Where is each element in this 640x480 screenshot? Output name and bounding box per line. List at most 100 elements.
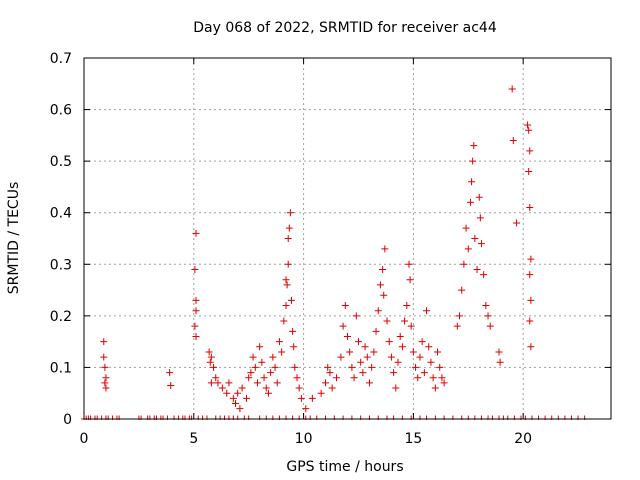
data-point (166, 369, 174, 377)
data-point (264, 389, 272, 397)
data-point (509, 137, 517, 145)
data-point (269, 353, 277, 361)
data-point (339, 322, 347, 330)
data-point (414, 374, 422, 382)
data-point (253, 379, 261, 387)
data-point (383, 317, 391, 325)
y-tick-label: 0.1 (50, 360, 72, 376)
x-tick-label: 10 (295, 431, 313, 447)
data-point (245, 374, 253, 382)
y-tick-labels: 0 0.1 0.2 0.3 0.4 0.5 0.6 0.7 (50, 51, 72, 428)
data-point (374, 307, 382, 315)
data-point (282, 276, 290, 284)
data-point (256, 343, 264, 351)
data-point (225, 379, 233, 387)
axis-ticks (83, 57, 611, 420)
data-point (260, 374, 268, 382)
data-point (434, 348, 442, 356)
data-point (167, 381, 175, 389)
data-point (401, 317, 409, 325)
x-tick-labels: 0 5 10 15 20 (80, 431, 533, 447)
data-point (297, 394, 305, 402)
data-point (346, 348, 354, 356)
data-point (436, 363, 444, 371)
data-point (429, 374, 437, 382)
data-point (238, 384, 246, 392)
data-point (191, 265, 199, 273)
data-point (387, 353, 395, 361)
data-point (513, 219, 521, 227)
data-point (229, 394, 237, 402)
data-point (344, 332, 351, 340)
data-point (524, 121, 532, 129)
chart-title: Day 068 of 2022, SRMTID for receiver ac4… (193, 20, 497, 36)
data-point (471, 235, 479, 242)
data-point (372, 327, 380, 335)
data-point (267, 369, 275, 377)
x-tick-label: 15 (404, 431, 422, 447)
data-point (486, 322, 494, 330)
data-point (341, 302, 349, 310)
grid-lines (84, 58, 611, 419)
data-point (251, 363, 259, 371)
data-point (324, 363, 332, 371)
data-point (412, 363, 420, 371)
data-point (480, 271, 488, 279)
data-point (333, 374, 341, 382)
y-tick-label: 0.2 (50, 309, 72, 325)
y-tick-label: 0.4 (50, 206, 72, 222)
data-point (290, 343, 298, 351)
data-point (291, 363, 299, 371)
data-point (482, 302, 490, 310)
data-point (191, 322, 199, 330)
data-point (406, 276, 414, 284)
data-point (285, 224, 293, 232)
data-point (458, 286, 466, 294)
data-point (526, 204, 534, 212)
data-point (206, 358, 214, 366)
data-point (348, 363, 356, 371)
data-point (476, 214, 484, 222)
data-point (469, 157, 477, 165)
data-point (275, 338, 283, 346)
data-point (403, 302, 411, 310)
data-point (352, 312, 360, 320)
data-point (271, 363, 279, 371)
data-point (475, 193, 483, 201)
data-point (527, 296, 535, 304)
data-point (380, 291, 388, 299)
data-point (409, 348, 417, 356)
data-point (218, 384, 226, 392)
data-point (317, 389, 325, 397)
data-point (249, 353, 257, 361)
data-point (370, 348, 378, 356)
data-point (280, 317, 288, 325)
data-point (527, 255, 535, 263)
data-point (354, 338, 362, 346)
data-point (278, 348, 286, 356)
data-point (326, 369, 334, 377)
y-tick-label: 0.5 (50, 154, 72, 170)
x-tick-label: 20 (514, 431, 532, 447)
data-point (508, 85, 516, 93)
data-point (100, 353, 108, 361)
x-tick-label: 5 (189, 431, 198, 447)
data-point (295, 384, 303, 392)
data-point (102, 374, 110, 382)
y-axis-label: SRMTID / TECUs (6, 182, 22, 295)
data-point (468, 178, 476, 186)
x-axis-label: GPS time / hours (286, 459, 403, 475)
data-point (288, 296, 296, 304)
data-point (100, 338, 108, 346)
data-point (390, 369, 398, 377)
data-point (423, 307, 431, 315)
data-point (365, 379, 373, 387)
data-point (223, 389, 231, 397)
data-point (525, 167, 533, 175)
data-point (236, 405, 244, 413)
data-point (455, 312, 463, 320)
data-point (526, 147, 534, 155)
data-point (361, 343, 369, 351)
data-point (396, 332, 404, 340)
